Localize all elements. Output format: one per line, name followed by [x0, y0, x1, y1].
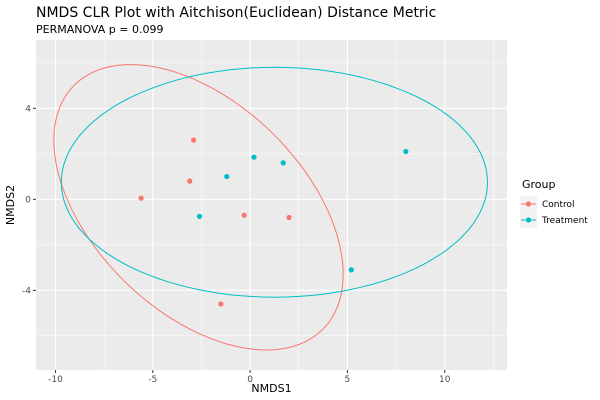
y-tick-label: 4 [25, 104, 31, 114]
control-point [286, 214, 292, 221]
control-point [187, 178, 193, 184]
legend-title: Group [522, 178, 556, 191]
treatment-point [403, 148, 409, 155]
data-points [138, 137, 409, 307]
y-axis: -4 0 4 [22, 104, 36, 296]
chart-title: NMDS CLR Plot with Aitchison(Euclidean) … [36, 5, 436, 21]
treatment-point [224, 173, 230, 180]
legend-key-point [525, 217, 532, 223]
x-axis-title: NMDS1 [251, 382, 291, 395]
treatment-point [348, 267, 354, 273]
x-tick-label: -10 [48, 375, 63, 385]
group-ellipses [53, 64, 488, 351]
control-point [138, 195, 144, 201]
legend-label-treatment: Treatment [541, 216, 588, 226]
legend-key-point [525, 201, 532, 207]
y-tick-label: 0 [25, 195, 31, 205]
major-gridlines [36, 40, 507, 370]
y-tick-label: -4 [22, 286, 31, 296]
treatment-point [196, 213, 203, 219]
plot-panel [36, 40, 507, 370]
x-tick-label: 0 [247, 375, 253, 385]
treatment-point [251, 154, 257, 160]
chart-subtitle: PERMANOVA p = 0.099 [36, 23, 163, 36]
x-tick-label: 5 [345, 375, 351, 385]
control-ellipse [53, 64, 344, 351]
control-point [241, 212, 247, 218]
y-axis-title: NMDS2 [4, 185, 17, 225]
treatment-ellipse [60, 66, 488, 298]
legend: Group Control Treatment [520, 178, 588, 228]
control-point [218, 301, 224, 307]
minor-gridlines [36, 40, 507, 370]
treatment-point [280, 160, 286, 166]
legend-label-control: Control [542, 200, 575, 210]
control-point [191, 137, 197, 143]
x-tick-label: -5 [148, 375, 157, 385]
x-tick-label: 10 [439, 375, 451, 385]
x-axis: -10 -5 0 5 10 [48, 370, 451, 385]
